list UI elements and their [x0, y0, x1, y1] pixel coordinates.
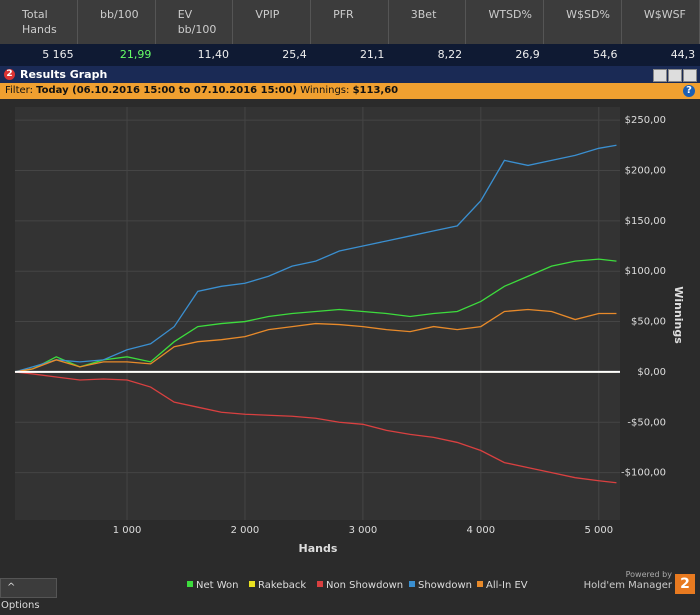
legend-label: Non Showdown — [326, 580, 403, 591]
options-label: Options — [1, 600, 40, 611]
winnings-label: Winnings: — [300, 85, 350, 96]
series-line — [14, 258, 617, 373]
maximize-button[interactable] — [668, 69, 682, 82]
title-bar: 2 Results Graph — [0, 66, 700, 83]
stat-header: W$WSF — [622, 0, 700, 44]
stat-header: PFR — [311, 0, 389, 44]
winnings-value: $113,60 — [352, 85, 399, 96]
stats-header: Total Hands bb/100 EV bb/100 VPIP PFR 3Bet WTS… — [0, 0, 700, 44]
window-title: Results Graph — [20, 68, 108, 81]
legend-swatch — [187, 581, 193, 587]
x-tick-label: 1 000 — [113, 525, 142, 536]
y-tick-label: $200,00 — [625, 165, 666, 176]
y-tick-label: $250,00 — [625, 115, 666, 126]
legend-label: Rakeback — [258, 580, 306, 591]
chart: -$100,00 -$50,00 $0,00 $50,00 $100,00 $150,00… — [14, 107, 685, 591]
minimize-button[interactable] — [653, 69, 667, 82]
legend-swatch — [409, 581, 415, 587]
stat-header: 3Bet — [389, 0, 467, 44]
stat-header: EV bb/100 — [156, 0, 234, 44]
stat-value: 5 165 — [42, 48, 74, 61]
close-button[interactable] — [683, 69, 697, 82]
stat-value: 21,1 — [359, 48, 385, 61]
stat-value: 54,6 — [593, 48, 618, 61]
plot-area — [15, 107, 620, 520]
stat-header: W$SD% — [544, 0, 622, 44]
stat-value: 11,40 — [197, 48, 230, 61]
y-tick-label: $150,00 — [625, 216, 666, 227]
filter-value: Today (06.10.2016 15:00 to 07.10.2016 15… — [36, 85, 298, 96]
stat-header: Total Hands — [0, 0, 78, 44]
filter-bar: Filter: Today (06.10.2016 15:00 to 07.10… — [0, 83, 700, 99]
stat-value: 8,22 — [437, 48, 463, 61]
stat-header: VPIP — [233, 0, 312, 44]
options-button[interactable]: ^ Options — [0, 578, 57, 611]
stat-value: 21,99 — [119, 48, 152, 61]
series-line — [14, 308, 617, 373]
legend-label: Showdown — [418, 580, 472, 591]
stat-header: WTSD% — [466, 0, 545, 44]
brand: Hold'em Manager — [583, 580, 672, 591]
brand-logo: 2 — [675, 574, 695, 594]
filter-label: Filter: — [5, 85, 33, 96]
help-icon[interactable]: ? — [683, 85, 695, 97]
x-tick-label: 3 000 — [349, 525, 378, 536]
legend-label: Net Won — [196, 580, 239, 591]
y-tick-label: $50,00 — [631, 317, 666, 328]
window-icon: 2 — [4, 69, 15, 80]
y-axis-label: Winnings — [672, 286, 685, 344]
x-tick-label: 5 000 — [584, 525, 613, 536]
powered-by: Powered by — [625, 570, 672, 579]
y-tick-label: -$50,00 — [627, 417, 666, 428]
y-tick-label: -$100,00 — [621, 468, 666, 479]
legend-label: All-In EV — [486, 580, 528, 591]
legend-swatch — [477, 581, 483, 587]
stat-value: 25,4 — [282, 48, 307, 61]
legend-swatch — [249, 581, 255, 587]
x-tick-label: 2 000 — [231, 525, 260, 536]
stat-value: 44,3 — [670, 48, 696, 61]
stats-values: 5 165 21,99 11,40 25,4 21,1 8,22 26,9 54,6 44,3 — [0, 44, 700, 66]
y-tick-label: $0,00 — [637, 367, 666, 378]
y-tick-label: $100,00 — [625, 266, 666, 277]
x-tick-label: 4 000 — [467, 525, 496, 536]
series-line — [14, 371, 617, 484]
stat-header: bb/100 — [78, 0, 156, 44]
stat-value: 26,9 — [515, 48, 540, 61]
series-line — [14, 144, 617, 373]
x-axis-label: Hands — [299, 542, 338, 555]
legend-swatch — [317, 581, 323, 587]
